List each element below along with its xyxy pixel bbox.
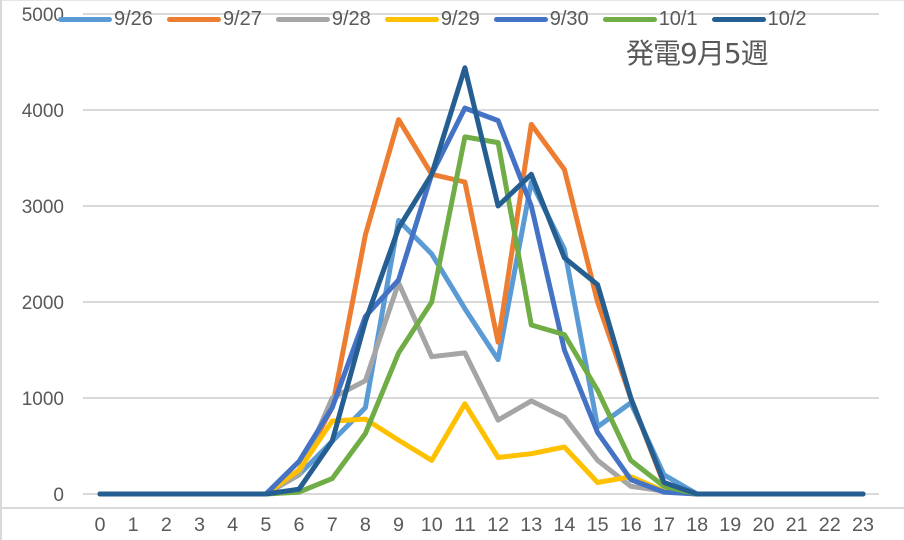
y-tick-label: 2000 (22, 293, 64, 314)
legend-item: 9/26 (58, 8, 153, 31)
legend-swatch-icon (275, 16, 330, 22)
legend-label: 10/2 (767, 7, 807, 30)
legend-swatch-icon (384, 16, 439, 22)
legend-label: 9/27 (222, 7, 262, 30)
series-line-10-2 (97, 65, 866, 497)
series-lines (97, 65, 866, 497)
x-tick-label: 20 (752, 515, 774, 536)
chart-top-border (0, 0, 904, 1)
x-tick-label: 16 (620, 515, 642, 536)
legend-item: 10/2 (711, 7, 807, 31)
x-tick-label: 22 (819, 515, 841, 536)
x-tick-label: 23 (852, 515, 874, 536)
y-axis-ticks: 0 1000 2000 3000 4000 5000 (22, 5, 64, 506)
x-tick-label: 21 (786, 515, 808, 536)
y-tick-label: 0 (53, 485, 64, 506)
legend-item: 9/29 (384, 7, 480, 31)
legend-swatch-icon (166, 16, 221, 22)
x-axis-separator (0, 507, 904, 509)
x-tick-label: 6 (294, 515, 305, 536)
x-tick-label: 2 (161, 515, 172, 536)
x-tick-label: 15 (587, 515, 609, 536)
x-tick-label: 3 (194, 515, 205, 536)
x-tick-label: 1 (128, 515, 139, 536)
y-tick-label: 4000 (22, 101, 64, 122)
series-line-10-1 (97, 134, 866, 497)
legend-swatch-icon (711, 16, 766, 22)
x-tick-label: 19 (719, 515, 741, 536)
chart-annotation: 発電9月5週 (626, 37, 769, 70)
legend-label: 9/30 (549, 7, 589, 30)
x-tick-label: 18 (686, 515, 708, 536)
x-tick-label: 4 (227, 515, 238, 536)
x-tick-label: 7 (327, 515, 338, 536)
legend-label: 9/29 (440, 7, 480, 30)
legend-swatch-icon (58, 16, 112, 22)
series-line-9-27 (97, 117, 866, 497)
legend-label: 9/26 (114, 7, 153, 30)
y-tick-label: 1000 (22, 389, 64, 410)
legend-item: 9/27 (166, 7, 262, 31)
chart-left-border (0, 0, 2, 540)
x-tick-label: 17 (653, 515, 675, 536)
x-tick-label: 11 (454, 515, 476, 536)
y-tick-label: 3000 (22, 197, 64, 218)
series-line-9-29 (97, 401, 866, 497)
x-tick-label: 0 (95, 515, 106, 536)
x-tick-label: 9 (393, 515, 404, 536)
legend-item: 9/30 (493, 7, 589, 31)
x-tick-label: 12 (487, 515, 509, 536)
x-axis-ticks: 0 1 2 3 4 5 6 7 8 9 10 11 12 13 14 15 16 17 18 19 20 21 22 23 (95, 515, 875, 536)
legend: 9/26 9/27 9/28 9/29 9/30 10/1 10/2 (58, 6, 821, 32)
legend-item: 9/28 (275, 7, 371, 31)
legend-swatch-icon (493, 16, 548, 22)
x-tick-label: 14 (553, 515, 575, 536)
legend-swatch-icon (602, 16, 657, 22)
x-tick-label: 13 (520, 515, 542, 536)
legend-label: 10/1 (658, 7, 698, 30)
series-line-9-26 (97, 179, 866, 497)
legend-item: 10/1 (602, 7, 698, 31)
legend-label: 9/28 (331, 7, 371, 30)
x-tick-label: 5 (260, 515, 271, 536)
y-tick-label: 5000 (22, 5, 64, 26)
x-tick-label: 10 (421, 515, 443, 536)
series-line-9-28 (97, 280, 866, 497)
x-tick-label: 8 (360, 515, 371, 536)
